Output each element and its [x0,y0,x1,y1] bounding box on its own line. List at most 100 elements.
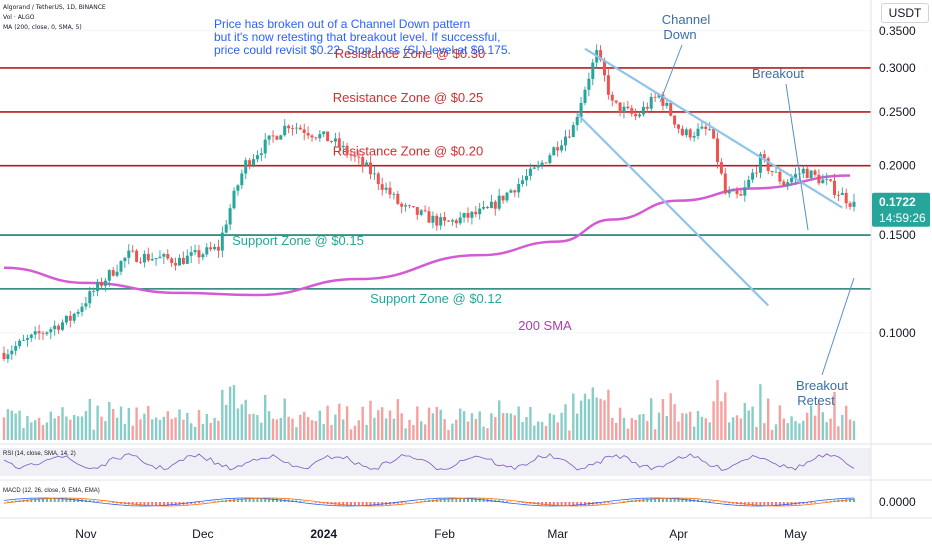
volume-bar [256,415,259,440]
macd-histogram-bar [767,502,770,506]
candle-body [450,220,454,222]
candle-body [349,154,353,156]
candle-body [384,187,388,190]
volume-bar [583,393,587,440]
rsi-line [3,453,855,471]
macd-histogram-bar [400,502,403,504]
macd-histogram-bar [147,502,150,506]
candle-body [825,179,829,181]
candle-body [263,139,267,154]
candle-body [427,211,431,223]
macd-histogram-bar [673,498,676,502]
volume-bar [431,413,435,440]
macd-histogram-bar [576,502,579,506]
candle-body [185,255,189,264]
candle-body [677,124,680,129]
candle-body [380,184,384,190]
macd-histogram-bar [314,502,317,503]
volume-bar [533,425,536,440]
candle-body [731,190,735,192]
candle-body [252,159,255,166]
volume-bar [806,412,809,440]
candle-body [68,315,72,321]
macd-histogram-bar [506,501,508,502]
volume-bar [80,416,84,440]
candle-body [805,168,809,179]
volume-bar [618,407,622,440]
volume-bar [34,420,37,440]
candle-body [205,247,209,255]
volume-bar [634,419,637,440]
volume-bar [45,422,49,440]
candle-body [333,138,337,142]
candle-body [482,207,486,209]
candle-body [220,232,224,251]
macd-histogram-bar [845,499,848,502]
candle-body [259,153,263,155]
volume-bar [537,421,540,440]
volume-bar [564,404,567,440]
macd-histogram-bar [100,501,103,502]
candle-body [37,331,41,334]
volume-bar [509,413,513,440]
candle-body [739,194,743,196]
candle-body [22,339,25,341]
candle-body [318,134,322,139]
volume-bar [119,406,123,440]
candle-body [571,125,575,137]
volume-bar [345,406,349,440]
volume-bar [462,411,466,440]
volume-bar [291,418,294,440]
volume-bar [123,424,127,440]
candle-body [766,158,770,171]
candle-body [614,100,618,103]
macd-histogram-bar [369,502,372,506]
price-tick-label: 0.1500 [879,228,916,242]
candle-body [599,50,603,60]
candle-body [306,133,310,136]
currency-label[interactable]: USDT [881,3,929,23]
volume-bar [759,384,762,440]
candle-body [326,131,330,142]
volume-bar [513,415,516,440]
macd-histogram-bar [560,502,563,506]
volume-bar [14,413,17,440]
candle-body [119,261,123,272]
macd-histogram-bar [564,502,567,506]
macd-histogram-bar [88,500,91,502]
volume-bar [552,414,555,440]
candle-body [719,162,723,174]
macd-histogram-bar [139,502,142,506]
candle-body [53,325,57,330]
volume-bar [186,412,189,440]
candle-body [189,252,193,256]
candle-body [423,210,427,212]
candle-body [801,168,805,174]
volume-bar [334,414,337,440]
candle-body [548,155,552,163]
candle-body [100,281,103,286]
macd-histogram-bar [155,502,158,506]
time-tick-label: Nov [75,527,96,541]
volume-bar [724,392,727,440]
macd-histogram-bar [451,498,454,502]
volume-bar [786,423,789,440]
volume-bar [470,413,474,440]
candle-body [716,138,719,163]
macd-histogram-bar [755,502,758,506]
macd-histogram-bar [53,498,56,502]
volume-bar [197,410,201,440]
volume-bar [501,413,505,440]
candle-body [735,190,739,195]
candle-body [626,106,630,109]
candle-body [365,162,369,166]
volume-bar [708,422,711,440]
volume-bar [244,399,247,440]
candle-body [388,187,392,195]
macd-histogram-bar [708,500,711,502]
macd-histogram-bar [751,502,754,506]
candle-body [505,192,509,201]
volume-bar [225,404,228,440]
sma-200-line [3,174,851,297]
volume-bar [474,419,477,440]
